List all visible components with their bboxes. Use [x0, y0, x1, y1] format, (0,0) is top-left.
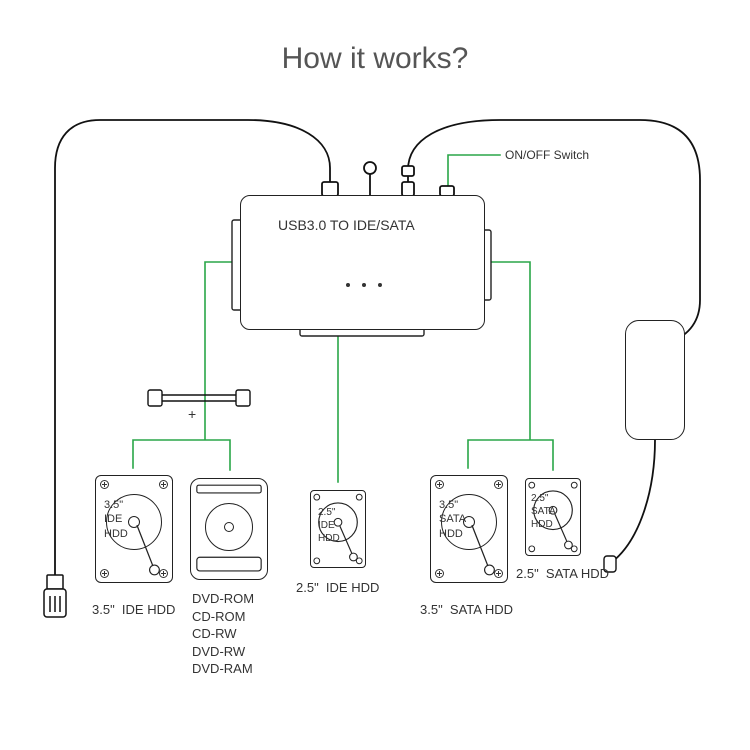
page-title: How it works?: [0, 42, 750, 76]
hdd-35-ide-caption: 3.5" IDE HDD: [92, 602, 175, 617]
led-dot: [346, 283, 350, 287]
optical-drive: [190, 478, 268, 580]
hdd-25-sata-inlabel: 2.5" SATA HDD: [531, 492, 556, 531]
hdd-25-ide-inlabel: 2.5" IDE HDD: [318, 506, 340, 545]
led-dot: [378, 283, 382, 287]
led-dot: [362, 283, 366, 287]
hdd-35-sata-inlabel: 3.5" SATA HDD: [439, 498, 466, 541]
switch-label: ON/OFF Switch: [505, 147, 589, 163]
hdd-35-ide-inlabel: 3.5" IDE HDD: [104, 498, 128, 541]
hdd-35-sata-caption: 3.5" SATA HDD: [420, 602, 513, 617]
optical-caption: DVD-ROM CD-ROM CD-RW DVD-RW DVD-RAM: [192, 590, 254, 678]
diagram-canvas: How it works?: [0, 0, 750, 750]
molex-plus: +: [188, 405, 196, 424]
hdd-25-sata-caption: 2.5" SATA HDD: [516, 566, 609, 581]
hdd-25-ide-caption: 2.5" IDE HDD: [296, 580, 379, 595]
adapter-label: USB3.0 TO IDE/SATA: [278, 216, 415, 235]
power-brick: [625, 320, 685, 440]
